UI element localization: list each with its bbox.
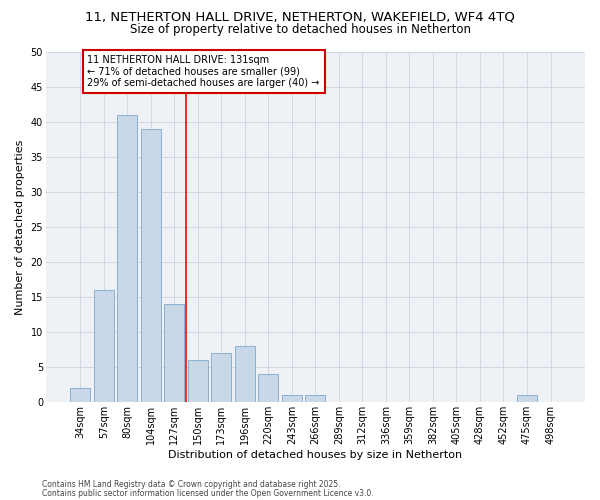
Bar: [188, 360, 208, 403]
Bar: [259, 374, 278, 402]
Bar: [164, 304, 184, 402]
Text: Contains HM Land Registry data © Crown copyright and database right 2025.: Contains HM Land Registry data © Crown c…: [42, 480, 341, 489]
Text: Size of property relative to detached houses in Netherton: Size of property relative to detached ho…: [130, 22, 470, 36]
Bar: [211, 353, 232, 403]
Text: Contains public sector information licensed under the Open Government Licence v3: Contains public sector information licen…: [42, 488, 374, 498]
Bar: [517, 396, 537, 402]
Bar: [70, 388, 91, 402]
Text: 11 NETHERTON HALL DRIVE: 131sqm
← 71% of detached houses are smaller (99)
29% of: 11 NETHERTON HALL DRIVE: 131sqm ← 71% of…: [88, 55, 320, 88]
Bar: [118, 114, 137, 403]
X-axis label: Distribution of detached houses by size in Netherton: Distribution of detached houses by size …: [169, 450, 463, 460]
Text: 11, NETHERTON HALL DRIVE, NETHERTON, WAKEFIELD, WF4 4TQ: 11, NETHERTON HALL DRIVE, NETHERTON, WAK…: [85, 10, 515, 23]
Y-axis label: Number of detached properties: Number of detached properties: [15, 139, 25, 314]
Bar: [282, 396, 302, 402]
Bar: [141, 128, 161, 402]
Bar: [94, 290, 114, 403]
Bar: [305, 396, 325, 402]
Bar: [235, 346, 255, 403]
